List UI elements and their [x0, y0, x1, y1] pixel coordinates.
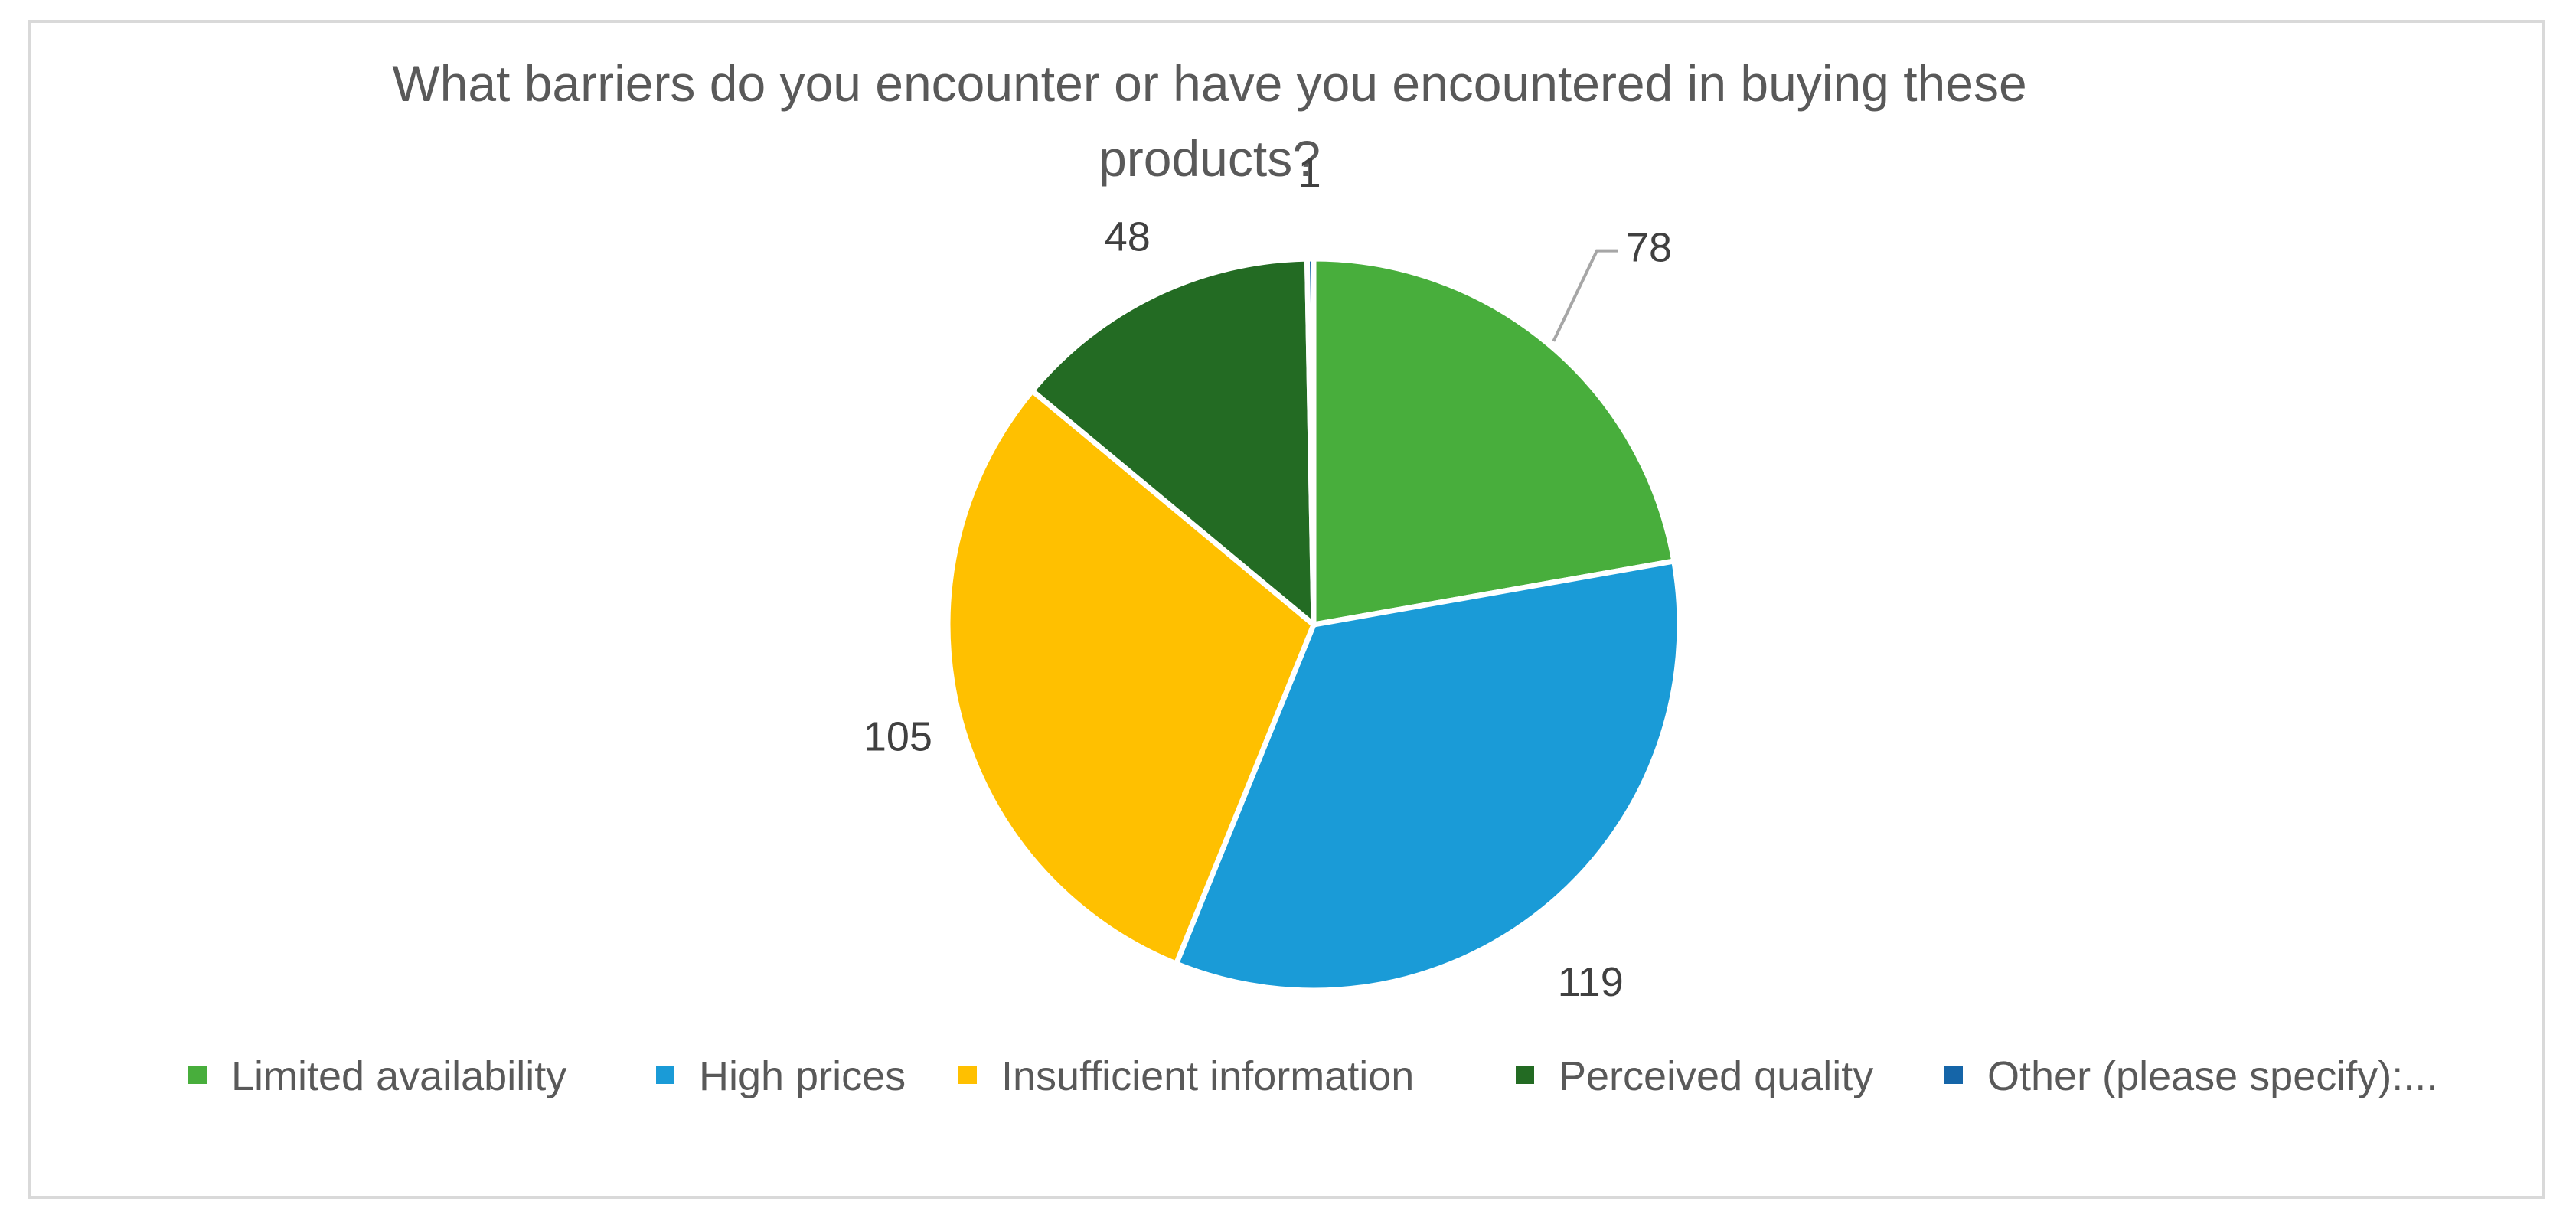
data-labels-group: 78 119 105 48 1 — [864, 150, 1672, 1005]
chart-title-line-1: What barriers do you encounter or have y… — [392, 55, 2026, 112]
legend-item-other-please-specify: Other (please specify):... — [1944, 1053, 2437, 1099]
leader-line-limited-availability — [1552, 249, 1618, 342]
chart-frame: What barriers do you encounter or have y… — [28, 20, 2545, 1199]
pie-slice-perceived-quality — [1029, 256, 1317, 628]
legend-label-other-please-specify: Other (please specify):... — [1987, 1053, 2437, 1099]
data-label-insufficient-information: 105 — [864, 713, 932, 759]
pie-group — [945, 256, 1683, 994]
legend-swatch-limited-availability — [188, 1066, 207, 1084]
legend-swatch-insufficient-information — [958, 1066, 977, 1084]
legend-label-perceived-quality: Perceived quality — [1559, 1053, 1873, 1099]
pie-slice-insufficient-information — [945, 387, 1317, 967]
legend-label-insufficient-information: Insufficient information — [1001, 1053, 1414, 1099]
chart-title-line-2: products? — [1099, 130, 1321, 187]
legend-item-limited-availability: Limited availability — [188, 1053, 566, 1099]
legend-label-high-prices: High prices — [699, 1053, 906, 1099]
legend-swatch-other-please-specify — [1944, 1066, 1963, 1084]
legend-swatch-perceived-quality — [1516, 1066, 1534, 1084]
pie-slice-high-prices — [1174, 558, 1683, 994]
pie-slice-limited-availability — [1311, 256, 1677, 628]
data-label-high-prices: 119 — [1558, 959, 1624, 1005]
data-label-perceived-quality: 48 — [1105, 214, 1151, 259]
legend-item-high-prices: High prices — [656, 1053, 906, 1099]
pie-slice-other-please-specify — [1304, 256, 1317, 628]
data-label-other-please-specify: 1 — [1298, 150, 1321, 196]
legend: Limited availability High prices Insuffici… — [188, 1053, 2437, 1099]
legend-item-insufficient-information: Insufficient information — [958, 1053, 1414, 1099]
legend-item-perceived-quality: Perceived quality — [1516, 1053, 1873, 1099]
chart-svg: What barriers do you encounter or have y… — [188, 55, 2437, 1099]
data-label-limited-availability: 78 — [1626, 225, 1672, 271]
legend-swatch-high-prices — [656, 1066, 674, 1084]
legend-label-limited-availability: Limited availability — [231, 1053, 566, 1099]
